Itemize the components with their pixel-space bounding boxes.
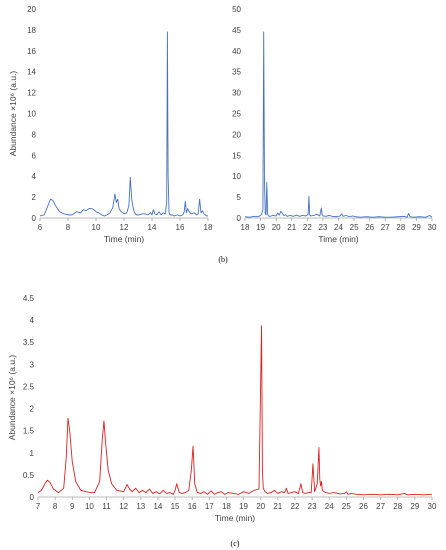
caption-b: (b) (218, 255, 228, 264)
y-tick-label: 8 (32, 130, 37, 139)
x-tick-label: 18 (204, 223, 213, 232)
y-tick-label: 2 (32, 193, 37, 202)
x-tick-label: 26 (359, 502, 368, 511)
x-tick-label: 23 (308, 502, 317, 511)
y-tick-label: 14 (27, 68, 36, 77)
x-tick-label: 11 (102, 502, 111, 511)
caption-c: (c) (231, 539, 240, 548)
x-tick-label: 29 (410, 502, 419, 511)
y-tick-label: 45 (232, 26, 241, 35)
y-tick-label: 40 (232, 47, 241, 56)
x-axis-title: Time (min) (104, 234, 144, 244)
y-tick-label: 15 (232, 151, 241, 160)
x-tick-label: 18 (241, 223, 250, 232)
y-tick-label: 4 (32, 172, 37, 181)
x-tick-label: 9 (70, 502, 75, 511)
y-tick-label: 6 (32, 151, 37, 160)
y-axis-title: Abundance ×10⁶ (a.u.) (8, 71, 18, 157)
x-tick-label: 27 (381, 223, 390, 232)
y-tick-label: 3 (30, 360, 35, 369)
x-tick-label: 22 (303, 223, 312, 232)
y-tick-label: 4.5 (23, 294, 35, 303)
y-tick-label: 30 (232, 89, 241, 98)
y-tick-label: 16 (27, 47, 36, 56)
x-tick-label: 10 (85, 502, 94, 511)
x-tick-label: 21 (287, 223, 296, 232)
x-tick-label: 8 (53, 502, 58, 511)
x-tick-label: 17 (205, 502, 214, 511)
x-tick-label: 28 (396, 223, 405, 232)
x-tick-label: 14 (148, 223, 157, 232)
x-tick-label: 25 (342, 502, 351, 511)
x-tick-label: 19 (239, 502, 248, 511)
chart-b-right: 0 5 10 15 20 25 30 35 40 45 50 18 19 20 21 22 23 24 25 26 27… (232, 5, 437, 244)
y-tick-label: 5 (237, 193, 242, 202)
y-tick-label: 0 (237, 214, 242, 223)
y-tick-label: 4 (30, 316, 35, 325)
y-tick-label: 12 (27, 89, 36, 98)
y-tick-label: 2 (30, 405, 35, 414)
series-line (37, 325, 433, 496)
x-tick-label: 30 (428, 502, 437, 511)
y-axis-title: Abundance ×10⁶ (a.u.) (7, 355, 17, 441)
x-tick-label: 23 (318, 223, 327, 232)
y-tick-label: 20 (232, 130, 241, 139)
x-tick-label: 24 (325, 502, 334, 511)
series-line (39, 31, 208, 217)
y-tick-label: 10 (232, 172, 241, 181)
x-axis-title: Time (min) (318, 234, 358, 244)
y-tick-label: 3.5 (23, 338, 35, 347)
y-tick-label: 35 (232, 68, 241, 77)
x-tick-label: 16 (176, 223, 185, 232)
x-axis-title: Time (min) (215, 513, 255, 523)
y-tick-label: 20 (27, 5, 36, 14)
x-tick-label: 27 (376, 502, 385, 511)
x-tick-label: 15 (171, 502, 180, 511)
x-tick-label: 8 (66, 223, 71, 232)
chart-c: 0 0.5 1 1.5 2 2.5 3 3.5 4 4.5 7 8 9 10 11 12 13 14 15 16 17 1… (7, 294, 437, 523)
x-tick-label: 28 (393, 502, 402, 511)
x-tick-label: 12 (120, 223, 129, 232)
x-tick-label: 12 (119, 502, 128, 511)
x-tick-label: 19 (256, 223, 265, 232)
x-tick-label: 25 (350, 223, 359, 232)
x-tick-label: 16 (188, 502, 197, 511)
x-tick-label: 10 (92, 223, 101, 232)
x-tick-label: 21 (273, 502, 282, 511)
x-tick-label: 7 (36, 502, 41, 511)
x-tick-label: 18 (222, 502, 231, 511)
series-line (244, 31, 433, 218)
x-tick-label: 24 (334, 223, 343, 232)
x-tick-label: 13 (136, 502, 145, 511)
x-tick-label: 6 (38, 223, 43, 232)
y-tick-label: 10 (27, 110, 36, 119)
x-tick-label: 29 (412, 223, 421, 232)
x-tick-label: 30 (428, 223, 437, 232)
y-tick-label: 0 (32, 214, 37, 223)
y-tick-label: 1.5 (23, 427, 35, 436)
y-tick-label: 18 (27, 26, 36, 35)
chart-b-left: 0 2 4 6 8 10 12 14 16 18 20 6 8 10 12 14 16 18 Time (min) A… (8, 5, 213, 244)
x-tick-label: 26 (365, 223, 374, 232)
y-tick-label: 1 (30, 449, 35, 458)
y-tick-label: 0 (30, 493, 35, 502)
y-tick-label: 50 (232, 5, 241, 14)
y-tick-label: 25 (232, 110, 241, 119)
y-tick-label: 2.5 (23, 382, 35, 391)
x-tick-label: 22 (291, 502, 300, 511)
x-tick-label: 14 (153, 502, 162, 511)
x-tick-label: 20 (272, 223, 281, 232)
x-tick-label: 20 (256, 502, 265, 511)
y-tick-label: 0.5 (23, 471, 35, 480)
